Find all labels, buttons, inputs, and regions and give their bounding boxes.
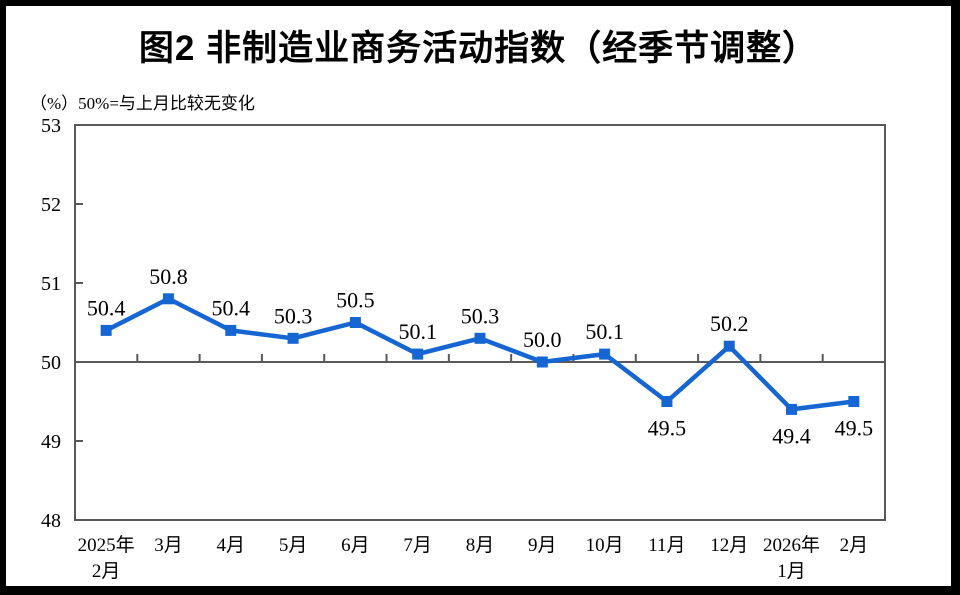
y-axis-label: 50 — [41, 352, 61, 374]
x-axis-label: 7月 — [403, 535, 432, 556]
chart-title: 图2 非制造业商务活动指数（经季节调整） — [138, 29, 819, 68]
x-axis-label: 2月 — [92, 561, 121, 582]
data-label: 49.4 — [772, 423, 811, 448]
data-label: 49.5 — [648, 416, 687, 441]
data-point-marker — [412, 348, 424, 360]
x-axis-label: 6月 — [341, 535, 370, 556]
x-axis-label: 2026年 — [763, 534, 820, 556]
x-axis-label: 8月 — [466, 535, 495, 556]
y-axis-label: 48 — [41, 510, 61, 532]
data-label: 50.1 — [585, 319, 624, 344]
data-point-marker — [661, 396, 673, 407]
y-axis-label: 49 — [41, 431, 61, 453]
x-axis-label: 11月 — [648, 535, 685, 556]
x-axis-label: 10月 — [586, 535, 624, 556]
data-label: 50.5 — [336, 288, 375, 313]
data-label: 50.8 — [149, 264, 188, 289]
data-point-marker — [848, 396, 860, 407]
x-axis-label: 12月 — [710, 535, 748, 556]
data-point-marker — [536, 356, 548, 368]
x-axis-label: 5月 — [279, 535, 308, 556]
x-axis-label: 1月 — [777, 561, 806, 582]
data-label: 50.3 — [461, 303, 500, 328]
y-axis-label: 52 — [41, 194, 61, 216]
x-axis-label: 2025年 — [78, 534, 135, 556]
data-label: 50.4 — [212, 295, 251, 320]
data-point-marker — [474, 332, 486, 344]
data-label: 49.5 — [835, 416, 874, 441]
data-label: 50.3 — [274, 303, 313, 328]
data-label: 50.1 — [398, 319, 437, 344]
y-axis-label: 51 — [41, 273, 61, 295]
data-point-marker — [723, 340, 735, 352]
x-axis-label: 2月 — [840, 535, 869, 556]
x-axis-label: 9月 — [528, 535, 557, 556]
data-label: 50.2 — [710, 311, 749, 336]
y-axis-label: 53 — [41, 115, 61, 137]
data-point-marker — [287, 332, 299, 344]
data-label: 50.0 — [523, 327, 562, 352]
data-point-marker — [100, 324, 112, 336]
chart-unit-note: （%）50%=与上月比较无变化 — [30, 94, 255, 113]
data-label: 50.4 — [87, 295, 126, 320]
data-point-marker — [162, 293, 174, 305]
line-chart: 48 49 50 51 52 53 2025年 2月 3月 4月 5月 6月 7月 8月 9月 10月 11月 1… — [41, 115, 886, 582]
data-point-marker — [349, 317, 361, 328]
x-axis-label: 4月 — [217, 535, 246, 556]
x-axis-label: 3月 — [154, 535, 183, 556]
data-point-marker — [599, 348, 611, 360]
plot-border — [74, 124, 886, 521]
data-point-marker — [786, 403, 798, 415]
data-point-marker — [225, 324, 237, 336]
